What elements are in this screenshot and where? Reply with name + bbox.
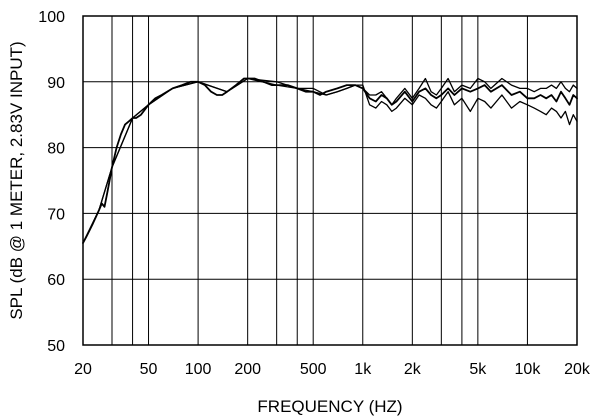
y-tick-label: 60 — [47, 272, 65, 289]
x-tick-label: 20 — [74, 361, 92, 378]
x-tick-label: 200 — [234, 361, 261, 378]
x-tick-label: 20k — [564, 361, 591, 378]
y-tick-label: 50 — [47, 338, 65, 355]
plot-frame — [82, 15, 578, 346]
x-tick-label: 10k — [515, 361, 542, 378]
y-tick-label: 90 — [47, 75, 65, 92]
y-tick-label: 70 — [47, 206, 65, 223]
x-tick-label: 50 — [140, 361, 158, 378]
x-tick-label: 500 — [300, 361, 327, 378]
y-tick-label: 100 — [38, 9, 65, 26]
y-tick-label: 80 — [47, 141, 65, 158]
x-tick-label: 1k — [354, 361, 372, 378]
response-curve-3 — [82, 77, 578, 244]
x-tick-label: 5k — [469, 361, 487, 378]
y-axis-title: SPL (dB @ 1 METER, 2.83V INPUT) — [7, 41, 26, 319]
x-axis-title: FREQUENCY (HZ) — [257, 397, 402, 416]
response-curve-1 — [82, 77, 578, 244]
response-curve-2 — [82, 77, 578, 244]
x-tick-label: 100 — [185, 361, 212, 378]
x-tick-label: 2k — [404, 361, 422, 378]
